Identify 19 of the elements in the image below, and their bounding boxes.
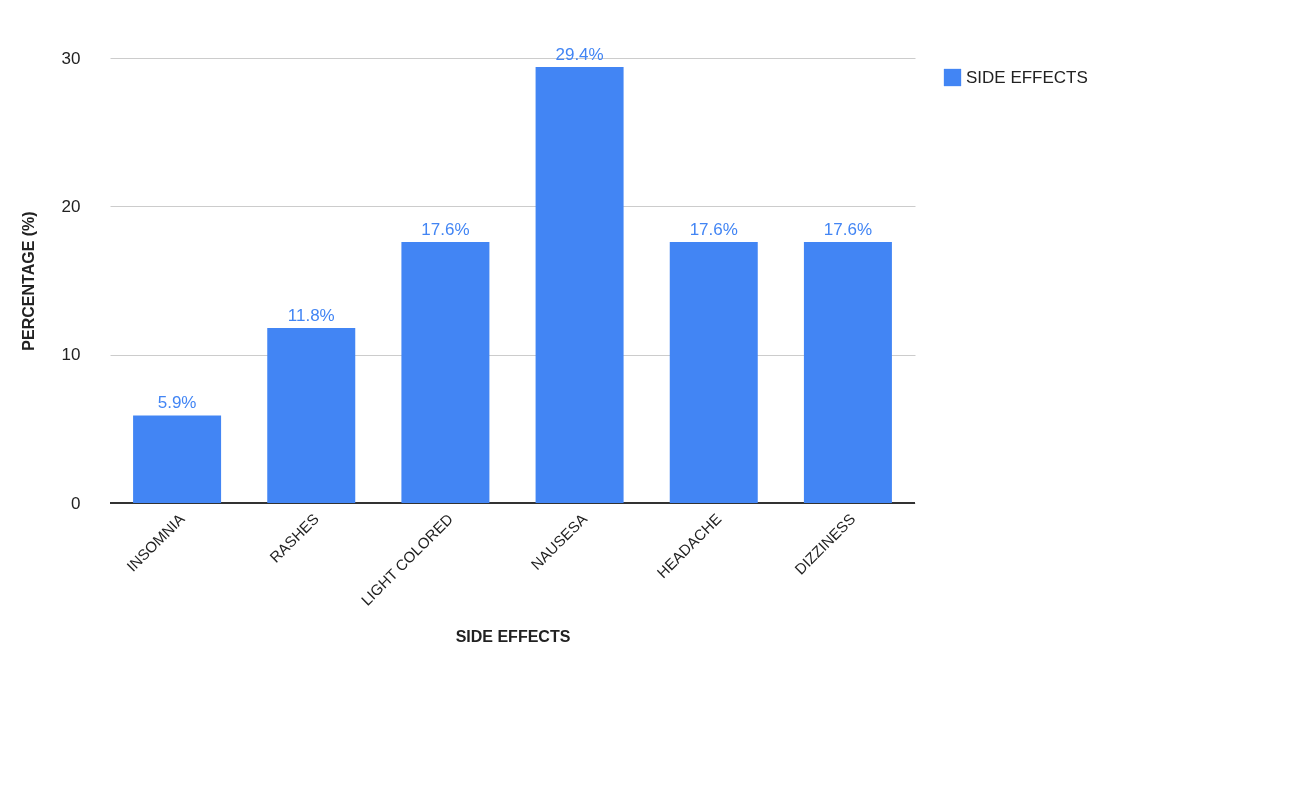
y-tick-label: 0 (71, 493, 81, 513)
bar (401, 241, 490, 503)
bar (669, 241, 758, 503)
text: 17.6% (823, 219, 873, 239)
bar (133, 415, 222, 503)
y-tick-label: 10 (61, 345, 81, 365)
legend-label: SIDE EFFECTS (966, 67, 1088, 87)
y-tick-label: 20 (61, 196, 81, 216)
text: 29.4% (555, 44, 604, 64)
text: 11.8% (287, 305, 335, 325)
y-axis-title: PERCENTAGE (%) (19, 211, 37, 351)
bar (535, 66, 624, 503)
text: 17.6% (421, 219, 470, 239)
text: 17.6% (689, 219, 738, 239)
y-tick-label: 30 (61, 48, 81, 68)
x-axis-title: SIDE EFFECTS (455, 627, 571, 645)
bar (803, 241, 892, 503)
text: 5.9% (157, 393, 197, 413)
bar (267, 327, 356, 503)
